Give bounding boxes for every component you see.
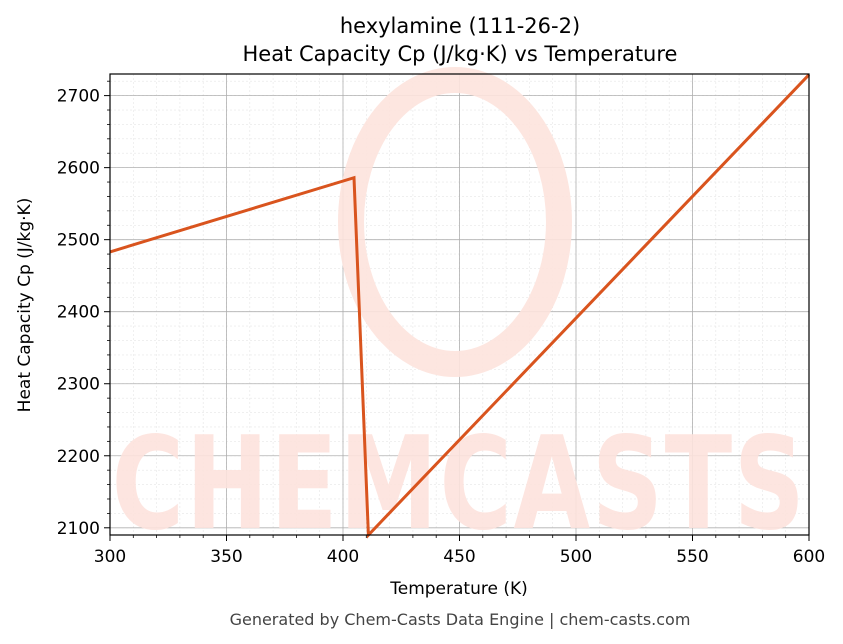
chart-title: hexylamine (111-26-2) — [340, 14, 580, 38]
y-tick-label: 2100 — [57, 519, 100, 539]
y-tick-label: 2200 — [57, 447, 100, 467]
y-tick-label: 2300 — [57, 375, 100, 395]
footer-credit: Generated by Chem-Casts Data Engine | ch… — [230, 610, 691, 629]
x-tick-label: 600 — [793, 547, 825, 567]
x-axis-label: Temperature (K) — [389, 579, 528, 599]
y-tick-label: 2700 — [57, 87, 100, 107]
x-tick-label: 350 — [210, 547, 242, 567]
watermark-text: CHEMCASTS — [112, 410, 807, 559]
chart-subtitle: Heat Capacity Cp (J/kg·K) vs Temperature — [243, 42, 678, 66]
y-axis-label: Heat Capacity Cp (J/kg·K) — [15, 198, 35, 413]
y-axis: 2100 2200 2300 2400 2500 2600 2700 — [57, 80, 110, 539]
chemcasts-watermark: CHEMCASTS — [112, 67, 807, 559]
x-tick-label: 550 — [676, 547, 708, 567]
x-tick-label: 450 — [443, 547, 475, 567]
x-tick-label: 500 — [560, 547, 592, 567]
x-axis: 300 350 400 450 500 550 600 — [94, 535, 825, 567]
series-line — [109, 73, 811, 539]
y-tick-label: 2400 — [57, 303, 100, 323]
watermark-ring-icon — [338, 67, 572, 377]
y-tick-label: 2600 — [57, 159, 100, 179]
y-tick-label: 2500 — [57, 231, 100, 251]
major-grid — [109, 74, 810, 535]
x-tick-label: 400 — [327, 547, 359, 567]
x-tick-label: 300 — [94, 547, 126, 567]
series-layer — [109, 73, 811, 539]
